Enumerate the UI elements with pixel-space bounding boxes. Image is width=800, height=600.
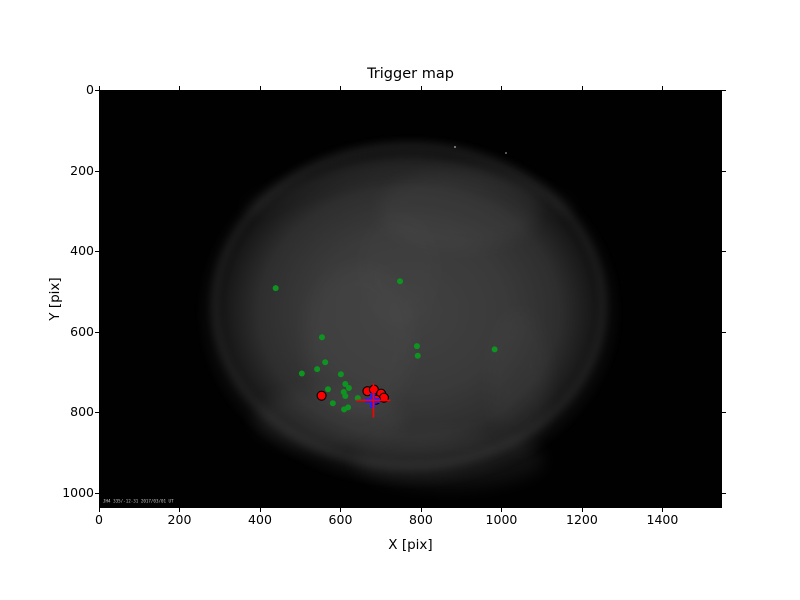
trigger-dots-marker (318, 334, 325, 341)
trigger-dots-marker (345, 384, 352, 391)
trigger-map-canvas: JH4 335/-12-31 2017/03/01 UT (99, 90, 722, 508)
x-tick-label: 1000 (485, 512, 518, 527)
y-tick-label: 800 (70, 404, 94, 420)
x-tick-label: 1200 (566, 512, 598, 527)
x-tick-label: 600 (328, 512, 353, 527)
y-tick-mark (95, 170, 99, 172)
x-tick-label: 400 (248, 512, 272, 527)
x-tick-mark (99, 86, 100, 90)
y-tick-mark (722, 492, 726, 494)
x-tick-mark (501, 86, 503, 90)
x-tick-mark (179, 508, 181, 512)
y-tick-label: 400 (70, 243, 94, 259)
y-tick-mark (95, 90, 99, 91)
x-tick-label: 1400 (646, 512, 679, 527)
x-tick-mark (340, 508, 342, 512)
trigger-dots-marker (322, 359, 329, 366)
star-speck (454, 146, 456, 148)
x-tick-mark (259, 86, 261, 90)
trigger-dots-marker (345, 404, 352, 411)
star-speck (505, 152, 507, 154)
x-axis-label: X [pix] (388, 537, 433, 553)
trigger-dots-marker (324, 386, 331, 393)
trigger-dots-marker (413, 343, 420, 350)
y-tick-label: 600 (70, 323, 94, 339)
y-tick-mark (722, 331, 726, 333)
y-tick-label: 200 (70, 162, 94, 178)
y-tick-mark (95, 251, 99, 253)
x-tick-mark (581, 86, 583, 90)
plot-area: JH4 335/-12-31 2017/03/01 UT (99, 90, 722, 508)
x-tick-mark (662, 86, 664, 90)
trigger-dots-marker (342, 393, 349, 400)
trigger-dots-marker (329, 400, 336, 407)
trigger-dots-marker (491, 346, 498, 353)
y-tick-mark (95, 331, 99, 333)
y-tick-mark (722, 170, 726, 172)
crosshair-marker (356, 383, 391, 418)
trigger-dots-marker (414, 352, 421, 359)
trigger-dots-marker (314, 366, 321, 373)
y-tick-mark (722, 412, 726, 414)
y-tick-mark (722, 251, 726, 253)
y-tick-label: 0 (86, 82, 94, 97)
x-tick-mark (340, 86, 342, 90)
trigger-dots-marker (342, 380, 349, 387)
trigger-dots-marker (397, 278, 404, 285)
y-tick-mark (95, 412, 99, 414)
allsky-background-image: JH4 335/-12-31 2017/03/01 UT (99, 90, 722, 508)
x-tick-mark (420, 86, 422, 90)
x-tick-mark (259, 508, 261, 512)
chart-title: Trigger map (367, 66, 454, 82)
x-tick-mark (420, 508, 422, 512)
trigger-dots-marker (272, 285, 279, 292)
x-tick-label: 200 (167, 512, 192, 527)
timestamp-watermark: JH4 335/-12-31 2017/03/01 UT (103, 499, 174, 504)
trigger-dots-marker (298, 370, 305, 377)
x-tick-label: 0 (95, 512, 103, 527)
x-tick-label: 800 (409, 512, 433, 527)
x-tick-mark (179, 86, 181, 90)
trigger-dots-marker (354, 395, 361, 402)
x-tick-mark (99, 508, 100, 512)
x-tick-mark (501, 508, 503, 512)
trigger-dots-marker (337, 371, 344, 378)
x-tick-mark (662, 508, 664, 512)
x-tick-mark (581, 508, 583, 512)
y-tick-mark (722, 90, 726, 91)
y-tick-mark (95, 492, 99, 494)
y-tick-label: 1000 (62, 484, 94, 500)
clustered-triggers-marker (316, 390, 327, 401)
scatter-markers (272, 278, 498, 418)
y-axis-label: Y [pix] (47, 277, 63, 321)
